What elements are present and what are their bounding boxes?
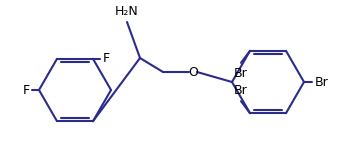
Text: F: F [102,52,109,65]
Text: F: F [22,83,29,97]
Text: Br: Br [234,84,248,97]
Text: Br: Br [315,75,329,89]
Text: Br: Br [234,67,248,80]
Text: H₂N: H₂N [115,5,139,18]
Text: O: O [188,65,198,79]
